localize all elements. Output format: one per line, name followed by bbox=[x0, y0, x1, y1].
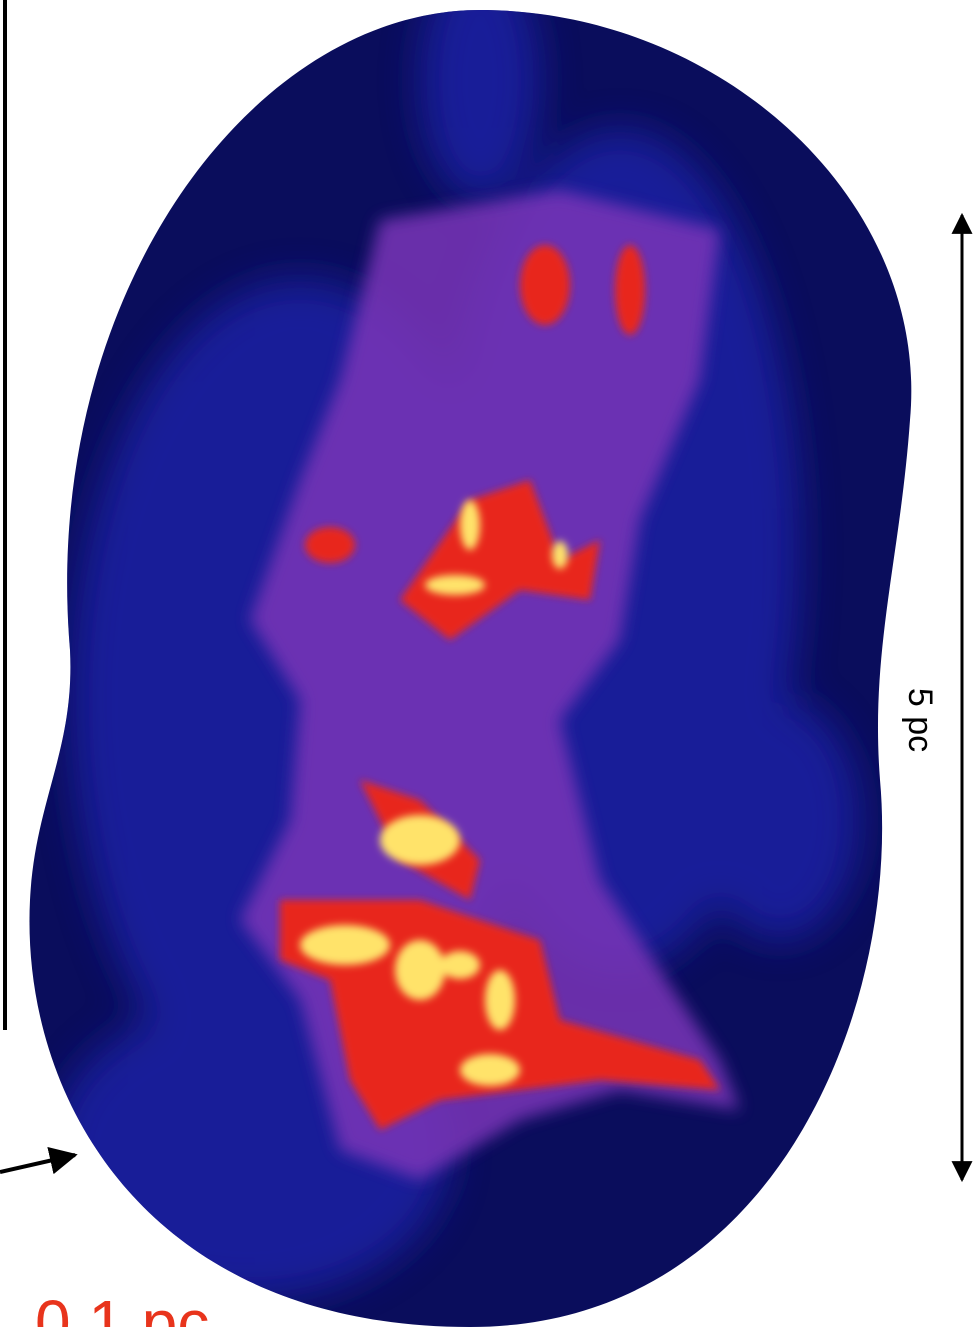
pointer-arrow bbox=[0, 1155, 75, 1172]
scale-label: 5 pc bbox=[901, 688, 939, 752]
inset-scale-label: 0.1 pc bbox=[35, 1287, 209, 1327]
figure: 5 pc 0.1 pc bbox=[0, 0, 979, 1327]
density-map bbox=[0, 0, 979, 1327]
page: 5 pc 0.1 pc (() => { const data = JSON.p… bbox=[0, 0, 979, 1327]
